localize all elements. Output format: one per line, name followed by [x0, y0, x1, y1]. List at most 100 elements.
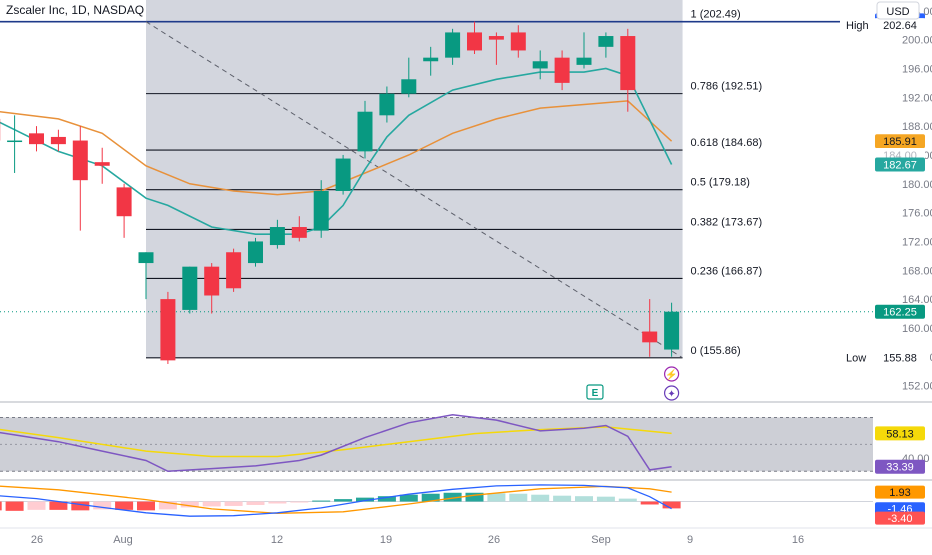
candle-body — [226, 252, 241, 288]
macd-hist-bar — [268, 502, 286, 504]
earnings-marker-label: E — [592, 388, 599, 399]
macd-tag-value: 1.93 — [889, 487, 910, 499]
candle-body — [73, 141, 88, 181]
candle-body — [642, 332, 657, 343]
time-tick-label: Sep — [591, 534, 611, 546]
price-tag-value: 182.67 — [883, 160, 917, 172]
macd-hist-bar — [115, 502, 133, 510]
macd-hist-bar — [312, 501, 330, 502]
candle-body — [182, 267, 197, 310]
macd-hist-bar — [597, 497, 615, 502]
price-tag-value: 185.91 — [883, 136, 917, 148]
candle[interactable] — [160, 292, 175, 364]
macd-hist-bar — [487, 493, 505, 501]
price-tick-label: 164.00 — [902, 294, 932, 306]
price-tick-label: 152.00 — [902, 381, 932, 393]
candle-body — [117, 187, 132, 216]
candle-body — [248, 241, 263, 263]
price-tick-label: 172.00 — [902, 236, 932, 248]
candle-body — [664, 312, 679, 350]
candle[interactable] — [336, 155, 351, 195]
candle[interactable] — [182, 267, 197, 314]
time-tick-label: 9 — [687, 534, 693, 546]
fib-zone-fill — [146, 0, 683, 358]
time-tick-label: Aug — [113, 534, 133, 546]
price-tag-value: 155.88 — [883, 353, 917, 365]
price-tag-value: 202.64 — [883, 20, 917, 32]
time-tick-label: 12 — [271, 534, 283, 546]
macd-hist-bar — [334, 499, 352, 501]
candle-body — [292, 227, 307, 238]
candle-body — [423, 58, 438, 62]
candle-body — [314, 191, 329, 231]
price-tag-caption: Low — [846, 353, 866, 365]
candle-body — [489, 36, 504, 40]
time-tick-label: 16 — [792, 534, 804, 546]
candle-body — [51, 137, 66, 144]
candle-body — [336, 159, 351, 191]
rsi-tag-value: 58.13 — [886, 428, 914, 440]
candle-body — [29, 133, 44, 144]
price-axis: 152.00156.00160.00164.00168.00172.00176.… — [902, 6, 932, 393]
macd-hist-bar — [509, 494, 527, 502]
candle-body — [95, 162, 110, 166]
candle[interactable] — [248, 238, 263, 267]
price-tick-label: 200.00 — [902, 35, 932, 47]
price-tick-label: 196.00 — [902, 63, 932, 75]
macd-hist-bar — [290, 502, 308, 503]
event-markers: E ⚡ ✦ — [587, 367, 679, 400]
event-marker-icon: ✦ — [667, 389, 675, 400]
candle-body — [401, 79, 416, 93]
candle-body — [379, 94, 394, 116]
event-marker-icon: ⚡ — [665, 368, 677, 381]
candle-body — [139, 252, 154, 263]
candle[interactable] — [95, 148, 110, 184]
candle-body — [445, 32, 460, 57]
fib-level-label: 0.382 (173.67) — [691, 216, 763, 228]
candle[interactable] — [73, 126, 88, 231]
macd-hist-bar — [641, 502, 659, 505]
candle-body — [270, 227, 285, 245]
macd-hist-bar — [225, 502, 243, 506]
rsi-tag-value: 33.39 — [886, 462, 914, 474]
price-tag-caption: High — [846, 20, 869, 32]
fib-level-label: 0 (155.86) — [691, 345, 741, 357]
price-tick-label: 180.00 — [902, 179, 932, 191]
fib-level-label: 1 (202.49) — [691, 9, 741, 21]
currency-label: USD — [886, 6, 909, 18]
macd-hist-bar — [247, 502, 265, 505]
macd-hist-bar — [619, 499, 637, 502]
candle[interactable] — [7, 115, 22, 173]
candle-body — [533, 61, 548, 68]
macd-hist-bar — [0, 502, 2, 511]
macd-hist-bar — [28, 502, 46, 510]
candle-body — [511, 32, 526, 50]
candle-body — [358, 112, 373, 152]
candle-body — [577, 58, 592, 65]
price-tick-label: 176.00 — [902, 208, 932, 220]
macd-hist-bar — [137, 502, 155, 511]
macd-tag-value: -3.40 — [887, 513, 912, 525]
candle-body — [204, 267, 219, 296]
price-tick-label: 160.00 — [902, 323, 932, 335]
price-tick-label: 188.00 — [902, 121, 932, 133]
candle-body — [7, 141, 22, 143]
candle[interactable] — [226, 249, 241, 292]
candle-body — [160, 299, 175, 360]
macd-hist-bar — [553, 496, 571, 502]
candle[interactable] — [29, 126, 44, 151]
candle-body — [555, 58, 570, 83]
candle-body — [598, 36, 613, 47]
fib-level-label: 0.236 (166.87) — [691, 265, 763, 277]
time-tick-label: 19 — [380, 534, 392, 546]
fib-level-label: 0.618 (184.68) — [691, 137, 763, 149]
price-tag-value: 162.25 — [883, 307, 917, 319]
time-tick-label: 26 — [488, 534, 500, 546]
macd-hist-bar — [203, 502, 221, 507]
macd-hist-bar — [6, 502, 24, 511]
price-tick-label: 192.00 — [902, 92, 932, 104]
candle[interactable] — [117, 184, 132, 238]
